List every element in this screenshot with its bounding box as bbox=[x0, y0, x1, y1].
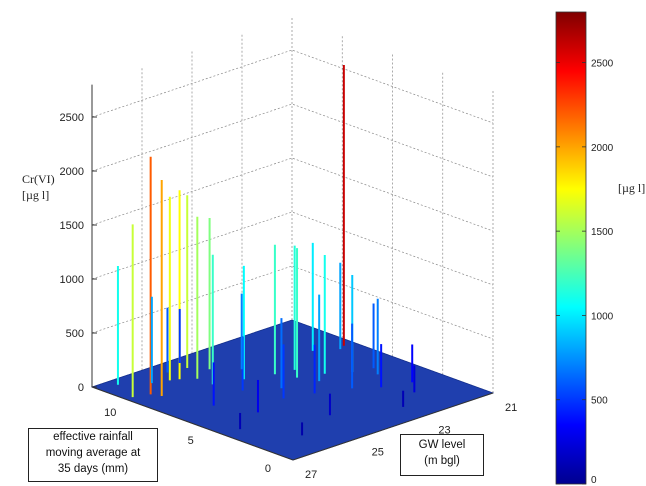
x-tick-label: 10 bbox=[104, 407, 116, 419]
axes: 0 500 1000 1500 2000 2500 10 5 0 21 23 25 27 bbox=[60, 84, 517, 481]
z-tick-label: 1500 bbox=[60, 220, 84, 232]
colorbar bbox=[555, 11, 587, 485]
z-axis-label-line1: Cr(VI) bbox=[22, 172, 55, 186]
z-axis-label-line2: [µg l] bbox=[22, 188, 49, 202]
y-tick-label: 23 bbox=[438, 424, 450, 436]
grid-line bbox=[91, 157, 494, 232]
z-tick-label: 500 bbox=[66, 328, 84, 340]
colorbar-tick-label: 500 bbox=[591, 396, 608, 407]
z-tick-label: 2000 bbox=[60, 166, 84, 178]
x-tick-label: 5 bbox=[188, 435, 194, 447]
grid-line bbox=[91, 103, 494, 178]
colorbar-tick-label: 1500 bbox=[591, 227, 614, 238]
grid-line bbox=[91, 49, 494, 124]
x-axis-label: effective rainfall moving average at 35 … bbox=[28, 428, 158, 482]
colorbar-tick-label: 2000 bbox=[591, 143, 614, 154]
x-axis-line bbox=[91, 386, 294, 461]
z-tick-label: 2500 bbox=[60, 112, 84, 124]
colorbar-tick-label: 0 bbox=[591, 475, 597, 486]
colorbar-ticks: 0 500 1000 1500 2000 2500 bbox=[556, 59, 614, 486]
x-tick-label: 0 bbox=[265, 463, 271, 475]
y-axis-label: GW level (m bgl) bbox=[400, 434, 484, 476]
colorbar-tick-label: 1000 bbox=[591, 311, 614, 322]
colorbar-label: [µg l] bbox=[618, 181, 645, 195]
grid-line bbox=[91, 265, 494, 340]
y-tick-label: 21 bbox=[505, 402, 517, 414]
data-spikes bbox=[116, 65, 416, 436]
y-tick-label: 27 bbox=[305, 469, 317, 481]
z-tick-label: 0 bbox=[78, 382, 84, 394]
y-axis-line bbox=[292, 392, 494, 461]
grid-line bbox=[91, 211, 494, 286]
colorbar-tick-label: 2500 bbox=[591, 59, 614, 70]
y-tick-label: 25 bbox=[372, 447, 384, 459]
z-tick-label: 1000 bbox=[60, 274, 84, 286]
